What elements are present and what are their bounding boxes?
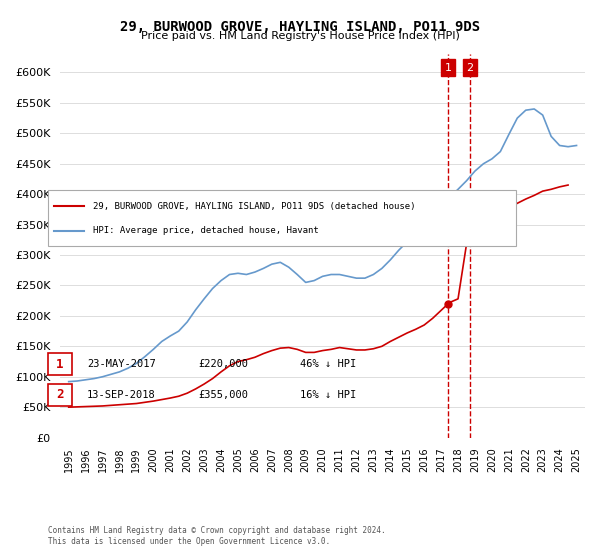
Text: 1: 1 [445, 63, 452, 73]
Text: Contains HM Land Registry data © Crown copyright and database right 2024.: Contains HM Land Registry data © Crown c… [48, 526, 386, 535]
Text: 16% ↓ HPI: 16% ↓ HPI [300, 390, 356, 400]
Text: 1: 1 [56, 357, 64, 371]
Text: 29, BURWOOD GROVE, HAYLING ISLAND, PO11 9DS: 29, BURWOOD GROVE, HAYLING ISLAND, PO11 … [120, 20, 480, 34]
Text: 13-SEP-2018: 13-SEP-2018 [87, 390, 156, 400]
Text: 46% ↓ HPI: 46% ↓ HPI [300, 359, 356, 369]
Text: This data is licensed under the Open Government Licence v3.0.: This data is licensed under the Open Gov… [48, 537, 330, 546]
Text: £355,000: £355,000 [198, 390, 248, 400]
Text: HPI: Average price, detached house, Havant: HPI: Average price, detached house, Hava… [93, 226, 319, 235]
Text: Price paid vs. HM Land Registry's House Price Index (HPI): Price paid vs. HM Land Registry's House … [140, 31, 460, 41]
Text: 2: 2 [56, 388, 64, 402]
Text: £220,000: £220,000 [198, 359, 248, 369]
Text: 29, BURWOOD GROVE, HAYLING ISLAND, PO11 9DS (detached house): 29, BURWOOD GROVE, HAYLING ISLAND, PO11 … [93, 202, 415, 211]
Text: 2: 2 [466, 63, 473, 73]
Text: 23-MAY-2017: 23-MAY-2017 [87, 359, 156, 369]
